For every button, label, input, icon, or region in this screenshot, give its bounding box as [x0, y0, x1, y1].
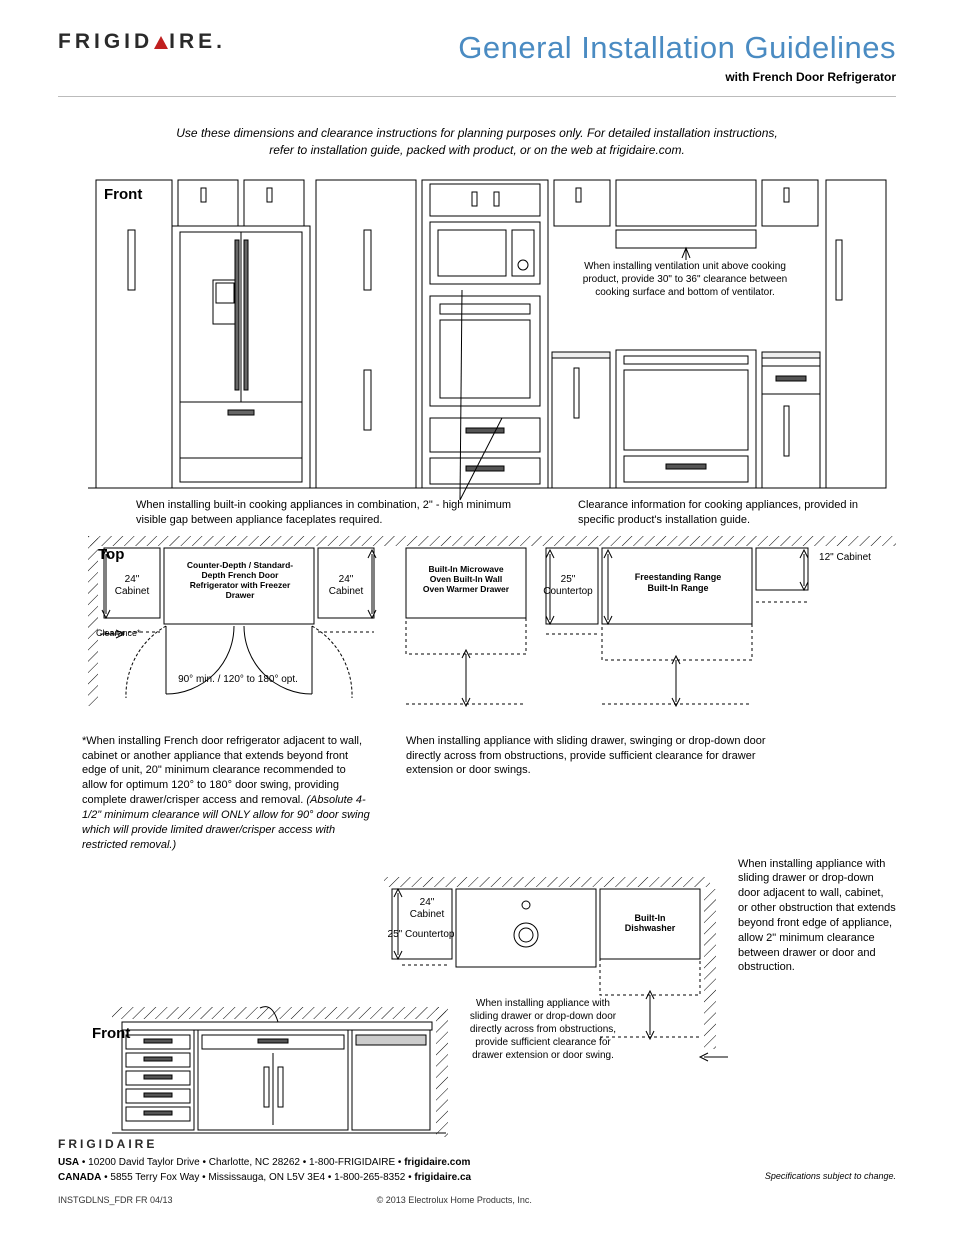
front-elevation-diagram: Front [68, 170, 896, 500]
dishwasher-label: Built-In Dishwasher [610, 913, 690, 935]
fridge-clearance-note: *When installing French door refrigerato… [82, 734, 372, 853]
intro-text: Use these dimensions and clearance instr… [167, 125, 787, 160]
ctop25-label-2: 25" Countertop [384, 929, 458, 941]
footer-copyright: © 2013 Electrolux Home Products, Inc. [377, 1195, 532, 1205]
front-label-2: Front [92, 1025, 130, 1042]
across-obstruction-note: When installing appliance with sliding d… [468, 997, 618, 1062]
footer: FRIGIDAIRE USA • 10200 David Taylor Driv… [58, 1137, 896, 1205]
brand-text-right: IRE. [169, 30, 226, 54]
cab12-label: 12" Cabinet [810, 552, 880, 564]
cab24-label-2: 24" Cabinet [402, 897, 452, 921]
adjacent-obstruction-note: When installing appliance with sliding d… [738, 857, 896, 976]
footer-brand: FRIGIDAIRE [58, 1137, 896, 1151]
front-label: Front [104, 186, 142, 203]
header-divider [58, 96, 896, 97]
top-label-1: Top [98, 546, 124, 563]
cab24-right-label: 24" Cabinet [324, 574, 368, 598]
clearance-label: Clearance* [96, 628, 156, 639]
swing-label: 90° min. / 120° to 180° opt. [178, 674, 298, 686]
page-subtitle: with French Door Refrigerator [458, 70, 896, 84]
brand-logo: FRIGID IRE. [58, 30, 226, 54]
page-title: General Installation Guidelines [458, 30, 896, 66]
footer-spec-note: Specifications subject to change. [765, 1171, 896, 1183]
range-top-label: Freestanding Range Built-In Range [624, 572, 732, 594]
dishwasher-row: Top [68, 857, 906, 1137]
cab24-left-label: 24" Cabinet [110, 574, 154, 598]
brand-triangle-icon [154, 36, 168, 49]
builtin-gap-note: When installing built-in cooking applian… [136, 498, 516, 528]
front-elevation-svg [68, 170, 896, 530]
footer-usa: USA • 10200 David Taylor Drive • Charlot… [58, 1155, 896, 1170]
ventilation-note: When installing ventilation unit above c… [568, 260, 802, 299]
fridge-top-label: Counter-Depth / Standard-Depth French Do… [182, 560, 298, 601]
brand-text-left: FRIGID [58, 30, 153, 54]
footer-doc-code: INSTGDLNS_FDR FR 04/13 [58, 1195, 173, 1205]
builtin-stack-label: Built-In Microwave Oven Built-In Wall Ov… [418, 564, 514, 595]
ctop25-label: 25" Countertop [538, 574, 598, 598]
sliding-drawer-note: When installing appliance with sliding d… [406, 734, 766, 779]
top-view-row: Top [68, 534, 896, 734]
cooking-clearance-note: Clearance information for cooking applia… [578, 498, 878, 528]
